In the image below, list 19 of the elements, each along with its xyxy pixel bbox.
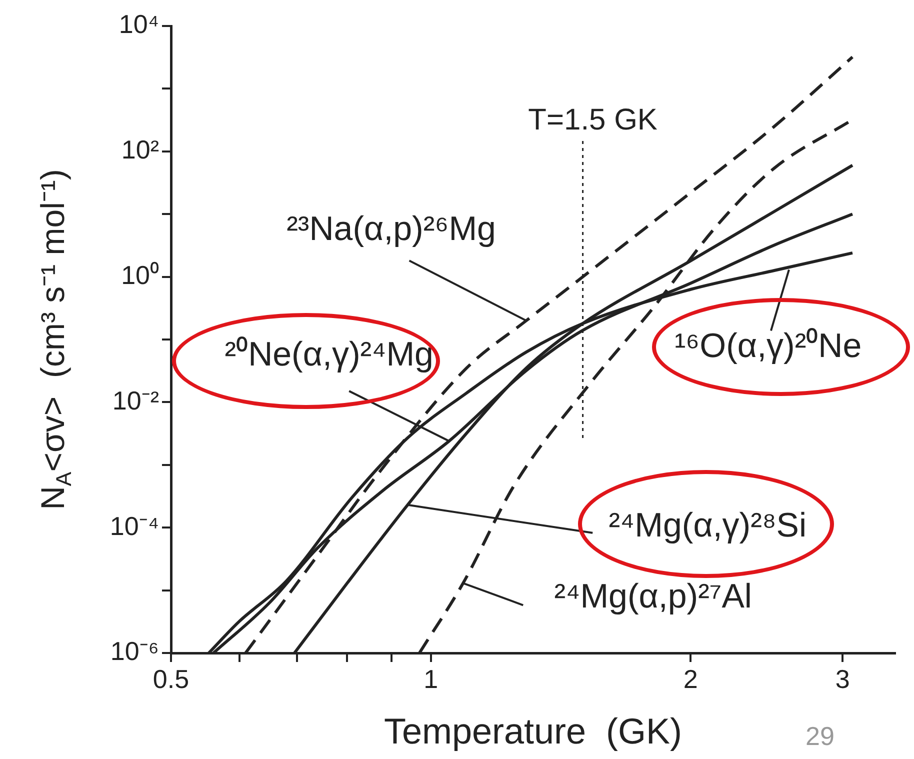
y-tick-label: 10⁻⁶ — [110, 636, 159, 666]
x-tick-label: 0.5 — [152, 664, 190, 694]
annotation: ²³Na(α,p)²⁶Mg — [286, 210, 496, 248]
text: 29 — [806, 721, 834, 752]
y-axis-title: NA<σv> (cm³ s⁻¹ mol⁻¹) — [34, 169, 76, 510]
y-tick-label: 10⁰ — [121, 260, 159, 290]
x-axis-title: Temperature (GK) — [384, 710, 682, 752]
annotation: ¹⁶O(α,γ)²⁰Ne — [674, 327, 862, 366]
x-tick-label: 3 — [835, 664, 850, 694]
y-tick-label: 10² — [121, 134, 160, 165]
x-tick-label: 2 — [683, 664, 698, 694]
y-tick-label: 10⁻² — [112, 385, 160, 416]
annotation: ²⁰Ne(α,γ)²⁴Mg — [224, 335, 434, 374]
annotation: ²⁴Mg(α,γ)²⁸Si — [608, 506, 807, 544]
y-tick-label: 10⁴ — [118, 9, 159, 40]
x-tick-label: 1 — [424, 664, 438, 694]
annotation: ²⁴Mg(α,p)²⁷Al — [554, 578, 752, 616]
ref-line-label: T=1.5 GK — [528, 103, 658, 136]
y-tick-label: 10⁻⁴ — [110, 510, 159, 541]
